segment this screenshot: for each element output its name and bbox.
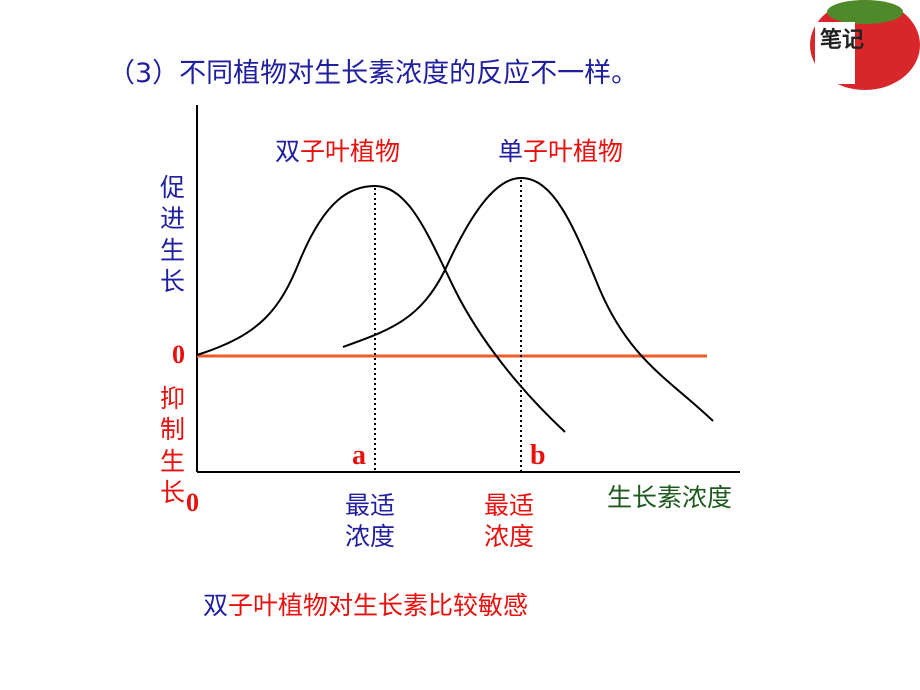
label-part: 单 <box>498 137 524 166</box>
zero-label: 0 <box>172 340 185 369</box>
dicot-curve <box>196 184 566 433</box>
point-name: b <box>530 440 546 471</box>
title: （3）不同植物对生长素浓度的反应不一样。 <box>108 58 639 89</box>
conclusion-part: 双 <box>203 591 229 620</box>
label-part: 子叶植物 <box>300 137 401 166</box>
label-part: 双 <box>275 137 301 166</box>
curve-label: 单子叶植物 <box>498 137 624 167</box>
x-axis-label: 生长素浓度 <box>607 483 733 512</box>
origin-label: 0 <box>186 488 199 517</box>
y-upper-label: 促进生长 <box>160 173 186 296</box>
conclusion: 双子叶植物对生长素比较敏感 <box>203 591 529 621</box>
point-name: a <box>352 440 366 471</box>
badge <box>810 0 920 90</box>
conclusion-part: 子叶植物对生长素比较敏感 <box>228 591 529 620</box>
label-part: 子叶植物 <box>523 137 624 166</box>
y-lower-label: 抑制生长 <box>160 384 186 507</box>
curve-label: 双子叶植物 <box>275 137 401 167</box>
point-label: 最适浓度 <box>345 491 396 552</box>
point-label: 最适浓度 <box>484 491 535 552</box>
badge-text: 笔记 <box>820 28 865 53</box>
monocot-curve <box>342 176 714 422</box>
